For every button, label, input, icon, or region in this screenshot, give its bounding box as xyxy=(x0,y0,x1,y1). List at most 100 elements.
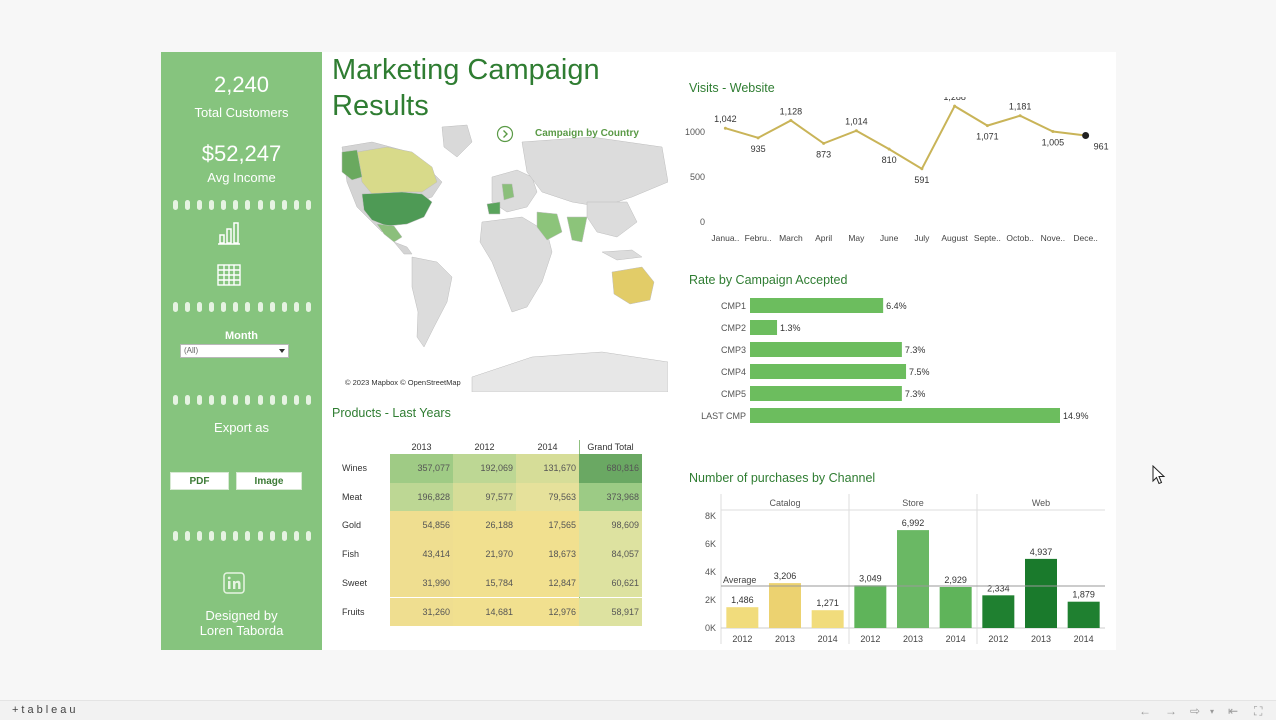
map-caption: Campaign by Country xyxy=(535,128,639,139)
heatmap-cell[interactable]: 98,609 xyxy=(579,511,642,541)
y-tick-label: 1000 xyxy=(685,127,705,137)
linkedin-icon[interactable] xyxy=(223,572,245,594)
heatmap-cell[interactable]: 14,681 xyxy=(453,597,516,627)
chevron-right-circle-icon[interactable] xyxy=(496,125,514,143)
table-grid-icon[interactable] xyxy=(216,262,242,288)
undo-icon[interactable]: ← xyxy=(1139,704,1151,718)
heatmap-cell[interactable]: 196,828 xyxy=(390,482,453,512)
purchase-bar[interactable] xyxy=(769,583,801,628)
purchase-bar[interactable] xyxy=(854,585,887,628)
rate-bar[interactable] xyxy=(750,320,778,335)
heatmap-row-label: Gold xyxy=(342,520,362,531)
visits-point[interactable] xyxy=(822,141,826,145)
month-filter-dropdown[interactable]: (All) xyxy=(180,344,289,358)
x-tick-label: April xyxy=(815,233,832,243)
avg-income-label: Avg Income xyxy=(207,170,276,185)
x-tick-label: 2014 xyxy=(818,634,838,644)
export-pdf-button[interactable]: PDF xyxy=(170,472,229,490)
heatmap-cell[interactable]: 15,784 xyxy=(453,568,516,598)
heatmap-cell[interactable]: 18,673 xyxy=(516,540,579,569)
rate-category-label: CMP1 xyxy=(721,301,746,311)
visits-data-label: 873 xyxy=(816,149,831,159)
rate-chart-title: Rate by Campaign Accepted xyxy=(689,273,848,287)
x-tick-label: Febru.. xyxy=(745,233,772,243)
visits-point[interactable] xyxy=(854,129,858,133)
visits-point[interactable] xyxy=(723,126,727,130)
heatmap-cell[interactable]: 58,917 xyxy=(579,597,642,627)
visits-point[interactable] xyxy=(953,104,957,108)
tableau-toolbar: +tableau ← → ⇨ ▾ ⇤ ⛶ xyxy=(0,700,1276,720)
heatmap-cell[interactable]: 84,057 xyxy=(579,540,642,569)
rate-bar-chart[interactable]: CMP1 6.4% CMP2 1.3% CMP3 7.3% CMP4 7.5% CMP5 7.3%… xyxy=(681,292,1111,432)
heatmap-cell[interactable]: 131,670 xyxy=(516,454,579,483)
x-tick-label: August xyxy=(941,233,968,243)
heatmap-cell[interactable]: 60,621 xyxy=(579,568,642,598)
map-region-mexico xyxy=(376,223,403,243)
purchase-bar[interactable] xyxy=(811,610,844,628)
heatmap-cell[interactable]: 192,069 xyxy=(453,454,516,483)
visits-point[interactable] xyxy=(985,124,989,128)
heatmap-cell[interactable]: 373,968 xyxy=(579,482,642,512)
campaign-world-map[interactable] xyxy=(332,122,668,392)
visits-line-chart[interactable]: 0 500 1000 1,042 Janua.. 935 Febru.. 1,128 March… xyxy=(681,97,1111,249)
month-filter-value: (All) xyxy=(184,346,199,355)
revert-icon[interactable]: ⇨ xyxy=(1190,704,1201,718)
bar-chart-icon[interactable] xyxy=(216,220,242,246)
chevron-down-icon xyxy=(279,349,285,353)
map-region-spain xyxy=(486,201,501,215)
fullscreen-icon[interactable]: ⛶ xyxy=(1254,704,1263,718)
first-page-icon[interactable]: ⇤ xyxy=(1228,704,1239,718)
visits-data-label: 591 xyxy=(914,175,929,185)
visits-point[interactable] xyxy=(1082,132,1090,140)
heatmap-cell[interactable]: 357,077 xyxy=(390,454,453,483)
visits-point[interactable] xyxy=(789,118,793,122)
visits-point[interactable] xyxy=(887,147,891,151)
visits-data-label: 1,005 xyxy=(1042,138,1065,148)
purchase-data-label: 4,937 xyxy=(1030,547,1053,557)
purchase-bar[interactable] xyxy=(982,595,1015,628)
visits-line[interactable] xyxy=(725,104,1086,171)
y-tick-label: 2K xyxy=(705,595,716,605)
export-image-button[interactable]: Image xyxy=(236,472,302,490)
purchase-data-label: 2,929 xyxy=(944,575,967,585)
redo-icon[interactable]: → xyxy=(1165,704,1177,718)
heatmap-cell[interactable]: 97,577 xyxy=(453,482,516,512)
heatmap-cell[interactable]: 31,990 xyxy=(390,568,453,598)
visits-point[interactable] xyxy=(1018,114,1022,118)
divider-dots xyxy=(173,395,311,405)
heatmap-cell[interactable]: 43,414 xyxy=(390,540,453,569)
visits-point[interactable] xyxy=(756,136,760,140)
visits-point[interactable] xyxy=(920,167,924,171)
rate-category-label: CMP2 xyxy=(721,323,746,333)
purchase-bar[interactable] xyxy=(939,586,972,628)
heatmap-cell[interactable]: 12,976 xyxy=(516,597,579,627)
rate-bar[interactable] xyxy=(750,386,902,401)
heatmap-row-label: Wines xyxy=(342,463,368,473)
y-tick-label: 0 xyxy=(700,217,705,227)
rate-bar[interactable] xyxy=(750,298,884,313)
rate-bar[interactable] xyxy=(750,342,902,357)
rate-bar[interactable] xyxy=(750,364,907,379)
heatmap-cell[interactable]: 680,816 xyxy=(579,454,642,483)
purchase-bar[interactable] xyxy=(726,607,759,628)
heatmap-cell[interactable]: 31,260 xyxy=(390,597,453,627)
x-tick-label: Dece.. xyxy=(1073,233,1098,243)
purchase-bar[interactable] xyxy=(897,530,929,628)
purchase-bar[interactable] xyxy=(1025,558,1057,628)
heatmap-cell[interactable]: 12,847 xyxy=(516,568,579,598)
heatmap-cell[interactable]: 21,970 xyxy=(453,540,516,569)
tableau-logo[interactable]: +tableau xyxy=(12,704,79,716)
heatmap-cell[interactable]: 79,563 xyxy=(516,482,579,512)
map-region-australia xyxy=(611,266,655,305)
designer-name: Loren Taborda xyxy=(199,623,284,638)
heatmap-cell[interactable]: 54,856 xyxy=(390,511,453,541)
heatmap-column-header: 2014 xyxy=(537,442,558,452)
visits-point[interactable] xyxy=(1051,130,1055,134)
purchases-bar-chart[interactable]: 0K 2K 4K 6K 8K Catalog 1,486 2012 3,206 2013 1,271… xyxy=(681,492,1111,650)
heatmap-cell[interactable]: 26,188 xyxy=(453,511,516,541)
purchase-bar[interactable] xyxy=(1067,601,1100,628)
rate-bar[interactable] xyxy=(750,408,1060,423)
chevron-down-icon[interactable]: ▾ xyxy=(1210,707,1215,716)
heatmap-cell[interactable]: 17,565 xyxy=(516,511,579,541)
